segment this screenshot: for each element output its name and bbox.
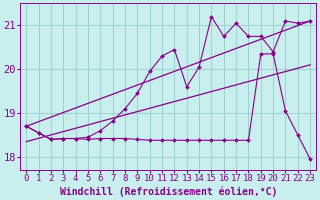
X-axis label: Windchill (Refroidissement éolien,°C): Windchill (Refroidissement éolien,°C) bbox=[60, 186, 277, 197]
